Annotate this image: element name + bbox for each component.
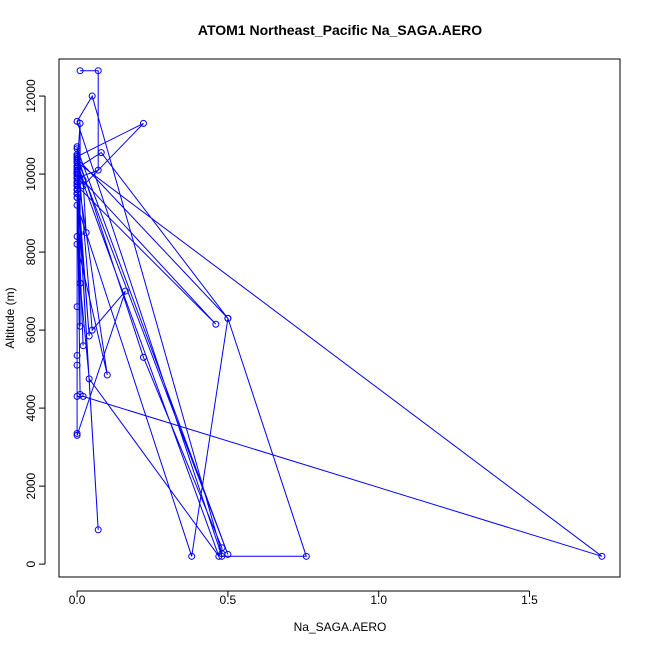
data-point: [85, 375, 93, 383]
y-axis-label: Altitude (m): [3, 287, 17, 348]
data-point: [188, 552, 196, 560]
data-point: [73, 158, 81, 166]
data-point: [97, 149, 105, 157]
data-point: [73, 361, 81, 369]
y-tick-label: 0: [24, 560, 38, 567]
data-point: [73, 182, 81, 190]
data-point: [218, 544, 226, 552]
data-point: [218, 552, 226, 560]
data-point: [73, 392, 81, 400]
data-point: [76, 322, 84, 330]
y-axis: 0 2000 4000 6000 8000 10000 12000: [24, 79, 46, 567]
data-point: [121, 287, 129, 295]
data-point: [73, 201, 81, 209]
data-point: [224, 550, 232, 558]
data-point: [73, 193, 81, 201]
chart-title: ATOM1 Northeast_Pacific Na_SAGA.AERO: [198, 22, 482, 38]
data-point: [224, 314, 232, 322]
data-point: [103, 371, 111, 379]
data-point: [73, 351, 81, 359]
data-point: [598, 552, 606, 560]
data-point: [88, 326, 96, 334]
data-point: [73, 190, 81, 198]
data-point: [88, 92, 96, 100]
y-tick-label: 6000: [24, 316, 38, 343]
data-point: [73, 178, 81, 186]
data-point: [73, 162, 81, 170]
data-point: [94, 526, 102, 534]
y-tick-label: 12000: [24, 79, 38, 113]
plot-frame: [58, 58, 621, 578]
data-point: [76, 119, 84, 127]
data-point: [73, 145, 81, 153]
data-point: [76, 279, 84, 287]
data-point: [73, 232, 81, 240]
y-tick-label: 10000: [24, 157, 38, 191]
data-point: [82, 229, 90, 237]
data-point: [302, 552, 310, 560]
x-tick-label: 1.5: [521, 593, 538, 607]
data-point: [85, 332, 93, 340]
data-point: [139, 353, 147, 361]
data-point: [73, 154, 81, 162]
data-point: [73, 240, 81, 248]
data-point: [215, 552, 223, 560]
data-point: [73, 170, 81, 178]
x-tick-label: 0.0: [69, 593, 86, 607]
series-line: [76, 70, 603, 557]
data-point: [73, 431, 81, 439]
data-point: [139, 119, 147, 127]
plot-area: [73, 67, 606, 560]
y-tick-label: 4000: [24, 394, 38, 421]
x-tick-label: 1.0: [370, 593, 387, 607]
data-point: [73, 186, 81, 194]
x-axis: 0.0 0.5 1.0 1.5: [69, 590, 538, 607]
data-point: [212, 320, 220, 328]
y-tick-label: 2000: [24, 472, 38, 499]
data-point: [76, 67, 84, 75]
data-point: [94, 67, 102, 75]
y-tick-label: 8000: [24, 238, 38, 265]
data-point: [73, 166, 81, 174]
data-point: [73, 429, 81, 437]
data-point: [73, 143, 81, 151]
data-point: [94, 166, 102, 174]
data-point: [79, 342, 87, 350]
data-point: [73, 303, 81, 311]
x-axis-label: Na_SAGA.AERO: [294, 620, 387, 634]
x-tick-label: 0.5: [220, 593, 237, 607]
